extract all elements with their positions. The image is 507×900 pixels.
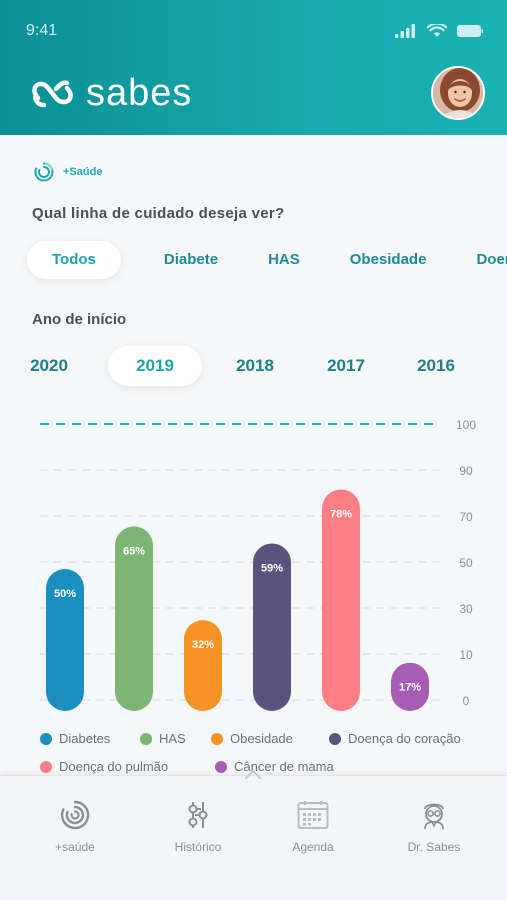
battery-icon	[457, 25, 483, 37]
chevron-up-icon[interactable]	[244, 768, 262, 780]
saude-ring-icon	[60, 800, 90, 830]
legend-dot	[40, 760, 52, 773]
legend-dot	[211, 732, 223, 745]
bar-value-label: 59%	[261, 562, 283, 574]
year-2019[interactable]: 2019	[108, 346, 202, 386]
main-content: +Saúde Qual linha de cuidado deseja ver?…	[0, 135, 507, 775]
legend-item-doenca-pulmao: Doença do pulmão	[40, 759, 168, 774]
status-icons	[395, 24, 483, 38]
bar-value-label: 50%	[54, 588, 76, 600]
bar-shape	[253, 543, 291, 711]
nav-label: +saúde	[55, 840, 95, 854]
year-2017[interactable]: 2017	[327, 356, 365, 375]
legend-dot	[40, 732, 52, 745]
nav-label: Histórico	[174, 840, 222, 854]
y-tick-label: 10	[459, 648, 473, 662]
legend-label: Obesidade	[230, 731, 293, 746]
care-line-chips: Todos Diabete HAS Obesidade Doenç	[27, 240, 507, 280]
bar-value-label: 32%	[192, 639, 214, 651]
chip-doenca[interactable]: Doenç	[476, 251, 507, 268]
app-logo: sabes	[30, 74, 192, 112]
bar-shape	[115, 526, 153, 711]
legend-label: Câncer de mama	[234, 759, 334, 774]
bar[interactable]: 50%	[46, 569, 84, 711]
year-selector: 2020 2019 2018 2017 2016	[0, 346, 507, 388]
wifi-icon	[427, 24, 447, 37]
y-tick-label: 50	[459, 556, 473, 570]
y-tick-label: 70	[459, 510, 473, 524]
bar-value-label: 65%	[123, 545, 145, 557]
y-tick-label: 0	[463, 694, 470, 708]
timeline-icon	[188, 802, 208, 828]
legend-dot	[140, 732, 152, 745]
nav-label: Dr. Sabes	[407, 840, 461, 854]
year-2020[interactable]: 2020	[30, 356, 68, 375]
chip-diabete[interactable]: Diabete	[163, 251, 219, 268]
care-line-question: Qual linha de cuidado deseja ver?	[32, 205, 285, 222]
y-tick-label: 100	[456, 418, 476, 432]
chip-has[interactable]: HAS	[268, 251, 300, 268]
bar-shape	[46, 569, 84, 711]
bottom-nav: +saúde Histórico Agenda	[0, 769, 507, 900]
saude-badge: +Saúde	[34, 162, 102, 182]
bar-value-label: 78%	[330, 508, 352, 520]
bar[interactable]: 78%	[322, 489, 360, 711]
year-2016[interactable]: 2016	[417, 356, 455, 375]
bar[interactable]: 65%	[115, 526, 153, 711]
bar-shape	[322, 489, 360, 711]
bar-shape	[184, 620, 222, 711]
legend-item-has: HAS	[140, 731, 186, 746]
nav-item-saude[interactable]: +saúde	[20, 800, 130, 856]
legend-label: Doença do pulmão	[59, 759, 169, 774]
saude-ring-icon	[34, 162, 54, 182]
start-year-label: Ano de início	[32, 311, 127, 328]
legend-item-obesidade: Obesidade	[211, 731, 293, 746]
bar[interactable]: 17%	[391, 662, 429, 711]
legend-item-cancer-mama: Câncer de mama	[215, 759, 334, 774]
calendar-icon	[297, 801, 329, 829]
bar-shape	[391, 662, 429, 711]
nav-item-historico[interactable]: Histórico	[143, 800, 253, 856]
chip-obesidade[interactable]: Obesidade	[349, 251, 427, 268]
user-avatar[interactable]	[431, 66, 485, 120]
legend-label: Doença do coração	[348, 731, 461, 746]
legend-item-diabetes: Diabetes	[40, 731, 110, 746]
bar[interactable]: 32%	[184, 620, 222, 711]
status-bar: 9:41	[26, 20, 483, 44]
app-name: sabes	[86, 72, 193, 114]
legend-label: HAS	[159, 731, 186, 746]
bar[interactable]: 59%	[253, 543, 291, 711]
status-time: 9:41	[26, 22, 58, 39]
chip-todos[interactable]: Todos	[27, 241, 121, 279]
nav-label: Agenda	[292, 840, 334, 854]
legend-dot	[215, 760, 227, 773]
y-tick-label: 90	[459, 464, 473, 478]
saude-badge-label: +Saúde	[63, 166, 103, 178]
user-avatar-image	[433, 68, 483, 118]
legend-item-doenca-coracao: Doença do coração	[329, 731, 461, 746]
bar-value-label: 17%	[399, 682, 421, 694]
signal-icon	[395, 24, 415, 38]
y-tick-label: 30	[459, 602, 473, 616]
sabes-logo-icon	[32, 80, 73, 108]
legend-label: Diabetes	[59, 731, 111, 746]
nav-item-agenda[interactable]: Agenda	[258, 800, 368, 856]
year-2018[interactable]: 2018	[236, 356, 274, 375]
app-header: 9:41 sabes	[0, 0, 507, 135]
doctor-icon	[424, 803, 444, 830]
nav-item-dr-sabes[interactable]: Dr. Sabes	[379, 800, 489, 856]
legend-dot	[329, 732, 341, 745]
